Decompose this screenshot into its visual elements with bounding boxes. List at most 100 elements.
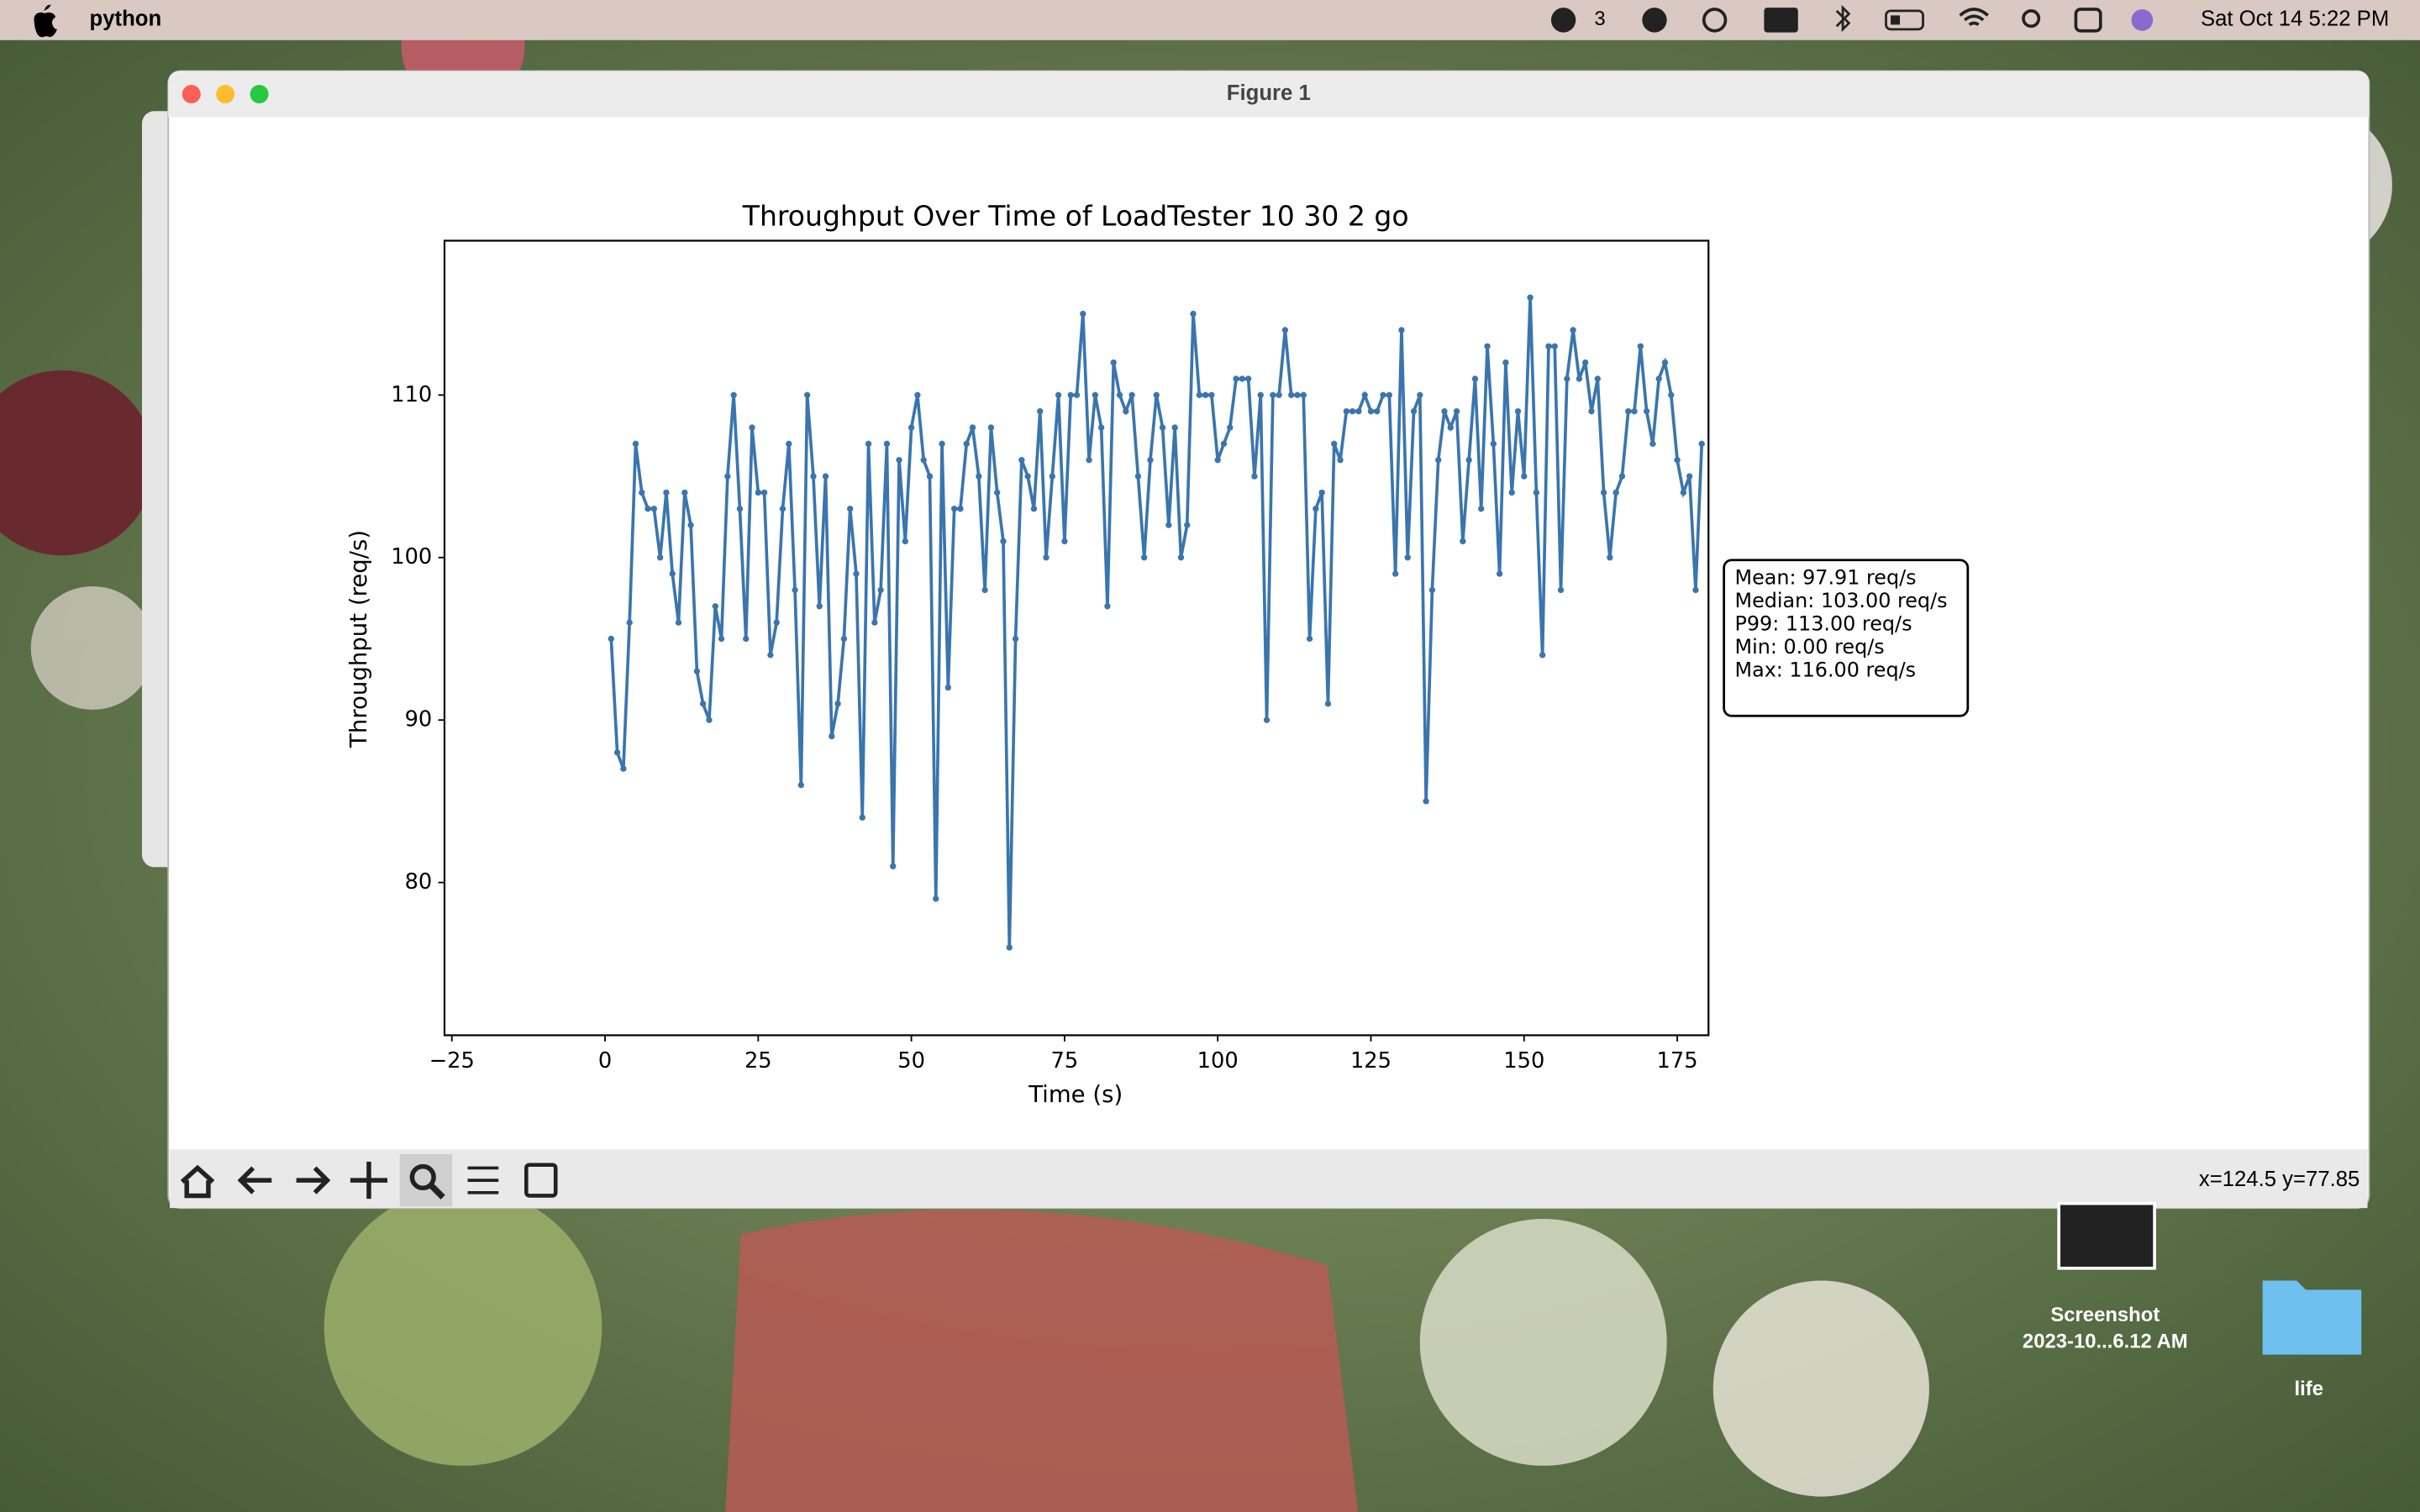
data-point [650,506,658,512]
y-tick-label: 80 [405,869,433,895]
y-tick-label: 90 [405,707,433,732]
icon-label[interactable]: 2023-10...6.12 AM [2023,1330,2188,1352]
data-point [1288,391,1295,398]
bluetooth-icon[interactable] [1835,4,1851,33]
wifi-icon[interactable] [1959,8,1989,26]
app-name[interactable]: python [90,8,162,31]
data-point [1165,522,1172,528]
data-point [1134,473,1142,480]
x-tick-label: 175 [1657,1048,1698,1074]
window-title: Figure 1 [1227,81,1311,105]
data-point [1184,522,1191,528]
data-point [976,473,982,480]
data-point [1361,391,1368,398]
data-point [656,554,664,561]
data-point [1061,538,1068,545]
pan-button[interactable] [350,1162,388,1200]
data-point [1478,506,1485,512]
apple-menu[interactable] [34,4,57,38]
data-point [613,749,621,756]
data-point [1097,424,1105,431]
data-point [963,440,970,448]
stats-line: Min: 0.00 req/s [1734,635,1884,659]
data-point [1300,391,1307,398]
data-point [1153,391,1160,398]
data-point [1533,489,1540,496]
icon-label[interactable]: Screenshot [2050,1304,2160,1326]
data-point [877,586,884,594]
icon-label[interactable]: life [2295,1378,2323,1400]
configure-button[interactable] [467,1166,499,1194]
data-point [822,473,829,480]
wechat-icon[interactable] [1550,8,1576,33]
x-tick-label: 150 [1503,1048,1544,1074]
data-point [1196,391,1202,398]
data-point [1637,343,1644,349]
zoom-button[interactable] [250,85,269,104]
data-point [743,635,750,643]
data-point [1380,391,1386,398]
data-point [926,473,934,480]
data-point [840,635,848,643]
data-point [1435,457,1442,464]
siri-icon[interactable] [2131,9,2154,31]
status-icon[interactable] [1642,8,1667,33]
data-point [760,489,768,496]
data-point [1227,424,1234,431]
data-point [883,440,891,448]
forward-button[interactable] [296,1166,331,1194]
data-point [786,440,792,448]
input-icon[interactable] [1764,8,1798,33]
data-point [1521,473,1528,480]
data-point [834,701,841,707]
search-icon[interactable] [2022,9,2041,29]
data-point [749,424,755,431]
data-point [1012,635,1019,643]
data-point [1239,375,1246,382]
y-tick-label: 110 [391,382,432,407]
data-point [1594,375,1601,382]
minimize-button[interactable] [216,85,235,104]
data-point [773,619,780,626]
data-point [803,391,811,398]
data-point [1674,457,1681,464]
back-button[interactable] [237,1166,272,1194]
screenshot-thumb[interactable] [2057,1201,2156,1270]
data-point [1220,440,1228,448]
folder-icon[interactable] [2262,1280,2362,1355]
battery-icon[interactable] [1885,9,1924,31]
zoom-active [399,1153,453,1207]
data-point [1453,407,1460,415]
data-point [1508,489,1515,496]
data-point [1668,391,1675,398]
x-tick-label: 0 [598,1048,612,1074]
data-point [969,424,976,431]
data-point [1244,375,1252,382]
zoom-tool-button[interactable] [409,1163,436,1191]
save-button[interactable] [524,1163,558,1198]
data-point [1698,440,1705,448]
data-point [712,603,718,610]
data-point [914,391,921,398]
data-point [957,506,964,512]
data-point [1600,489,1607,496]
data-point [1171,424,1178,431]
y-tick-label: 100 [391,544,432,570]
data-point [1686,473,1693,480]
data-point [865,440,872,448]
home-button[interactable] [180,1164,215,1199]
data-point [608,635,614,643]
airdrop-icon[interactable] [1702,8,1728,33]
close-button[interactable] [182,85,201,104]
clock[interactable]: Sat Oct 14 5:22 PM [2201,8,2389,31]
data-point [908,424,915,431]
data-point [810,473,817,480]
data-point [1496,570,1503,577]
data-point [632,440,639,448]
data-point [1055,391,1062,398]
data-point [1128,391,1135,398]
data-point [1110,359,1117,366]
plot-area [608,294,1705,951]
control-center-icon[interactable] [2074,8,2102,33]
data-point [1582,359,1589,366]
